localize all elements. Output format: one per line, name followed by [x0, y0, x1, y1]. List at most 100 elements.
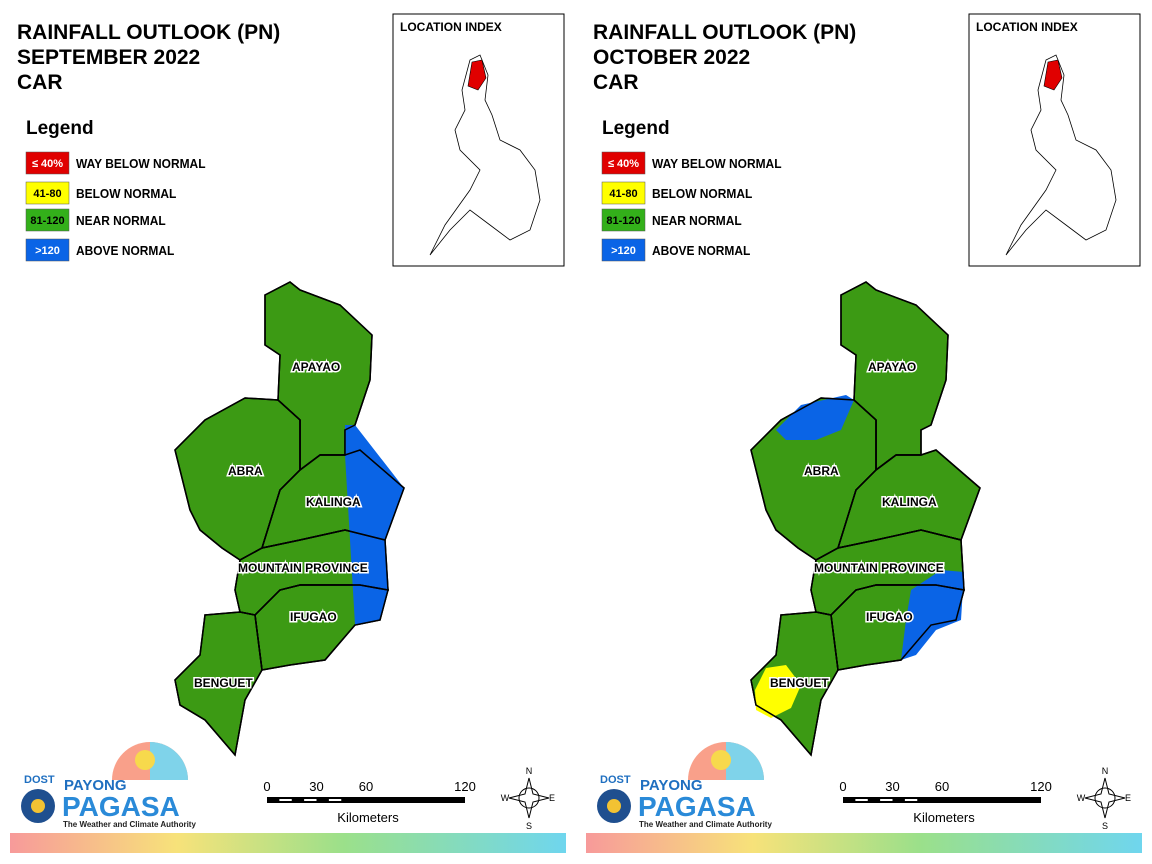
legend-swatch [25, 181, 70, 205]
scale-tick-label: 0 [263, 779, 270, 794]
logo-tagline: The Weather and Climate Authority [63, 820, 196, 829]
outlook-zone [901, 570, 964, 660]
compass-ring [1094, 787, 1116, 809]
outlook-zone [755, 665, 801, 718]
province-label: MOUNTAIN PROVINCE [238, 561, 368, 575]
compass-letter: E [549, 793, 555, 803]
province-label: APAYAO [868, 360, 916, 374]
scale-bar [843, 797, 1041, 803]
compass-letter: N [1102, 766, 1109, 776]
legend-label: NEAR NORMAL [652, 214, 742, 229]
scale-tick-label: 30 [309, 779, 323, 794]
title-line: SEPTEMBER 2022 [17, 46, 200, 69]
outlook-zone [345, 425, 404, 625]
province-label: MOUNTAIN PROVINCE [814, 561, 944, 575]
scale-gap [880, 799, 893, 801]
logo-tagline: The Weather and Climate Authority [639, 820, 772, 829]
scale-tick-label: 120 [1030, 779, 1052, 794]
province-label: ABRA [228, 464, 263, 478]
compass-letter: N [526, 766, 533, 776]
scale-tick-label: 120 [454, 779, 476, 794]
legend-title: Legend [602, 118, 670, 139]
scale-tick-label: 60 [359, 779, 373, 794]
province-label: IFUGAO [290, 610, 337, 624]
legend-swatch [25, 151, 70, 175]
legend-key: >120 [611, 245, 636, 257]
legend-label: ABOVE NORMAL [652, 244, 751, 259]
legend-key: 41-80 [609, 188, 637, 200]
legend-swatch [601, 151, 646, 175]
logo-agency: DOST [24, 774, 55, 786]
legend-label: WAY BELOW NORMAL [76, 157, 206, 172]
legend-label: NEAR NORMAL [76, 214, 166, 229]
logo-sun [711, 750, 731, 770]
legend-swatch [25, 238, 70, 262]
province-label: BENGUET [770, 676, 829, 690]
compass-rose [1084, 777, 1126, 819]
legend-swatch [601, 181, 646, 205]
province-border [840, 281, 949, 472]
province-label: KALINGA [882, 495, 937, 509]
logo-agency: DOST [600, 774, 631, 786]
logo-brand1: PAYONG [640, 777, 703, 794]
logo-seal-inner [607, 799, 621, 813]
legend-key: ≤ 40% [608, 158, 639, 170]
compass-rose [508, 777, 550, 819]
legend-key: 81-120 [606, 215, 640, 227]
compass-letter: S [526, 821, 532, 831]
legend-key: ≤ 40% [32, 158, 63, 170]
logo-umbrella-right [150, 742, 188, 780]
province-label: BENGUET [194, 676, 253, 690]
scale-bar [267, 797, 465, 803]
logo-sun [135, 750, 155, 770]
scale-tick-label: 30 [885, 779, 899, 794]
location-index-label: LOCATION INDEX [400, 20, 502, 34]
compass-letter: W [1077, 793, 1086, 803]
scale-gap [304, 799, 317, 801]
logo-umbrella-right [726, 742, 764, 780]
logo-brand2: PAGASA [62, 791, 180, 822]
legend-label: BELOW NORMAL [652, 187, 753, 202]
location-index-label: LOCATION INDEX [976, 20, 1078, 34]
legend-key: 81-120 [30, 215, 64, 227]
scale-unit: Kilometers [913, 810, 975, 825]
province-label: APAYAO [292, 360, 340, 374]
title-line: RAINFALL OUTLOOK (PN) [593, 21, 856, 44]
province-label: KALINGA [306, 495, 361, 509]
legend-key: >120 [35, 245, 60, 257]
car-region [1043, 59, 1063, 91]
car-region [467, 59, 487, 91]
compass-ring [518, 787, 540, 809]
compass-letter: W [501, 793, 510, 803]
title-line: RAINFALL OUTLOOK (PN) [17, 21, 280, 44]
scale-tick-label: 0 [839, 779, 846, 794]
province-label: IFUGAO [866, 610, 913, 624]
province-border [254, 584, 389, 671]
scale-gap [328, 799, 342, 801]
country-outline [1005, 54, 1117, 256]
compass-letter: E [1125, 793, 1131, 803]
legend-label: WAY BELOW NORMAL [652, 157, 782, 172]
country-outline [429, 54, 541, 256]
location-index-box [968, 13, 1141, 267]
title-line: CAR [17, 71, 63, 94]
legend-title: Legend [26, 118, 94, 139]
title-line: CAR [593, 71, 639, 94]
location-index-box [392, 13, 565, 267]
province-border [830, 584, 965, 671]
legend-swatch [25, 208, 70, 232]
scale-gap [904, 799, 918, 801]
title-line: OCTOBER 2022 [593, 46, 750, 69]
scale-gap [855, 799, 868, 801]
scale-unit: Kilometers [337, 810, 399, 825]
outlook-zone [776, 395, 854, 440]
scale-tick-label: 60 [935, 779, 949, 794]
province-border [264, 281, 373, 472]
logo-brand2: PAGASA [638, 791, 756, 822]
color-band [10, 833, 566, 853]
logo-seal-inner [31, 799, 45, 813]
legend-key: 41-80 [33, 188, 61, 200]
